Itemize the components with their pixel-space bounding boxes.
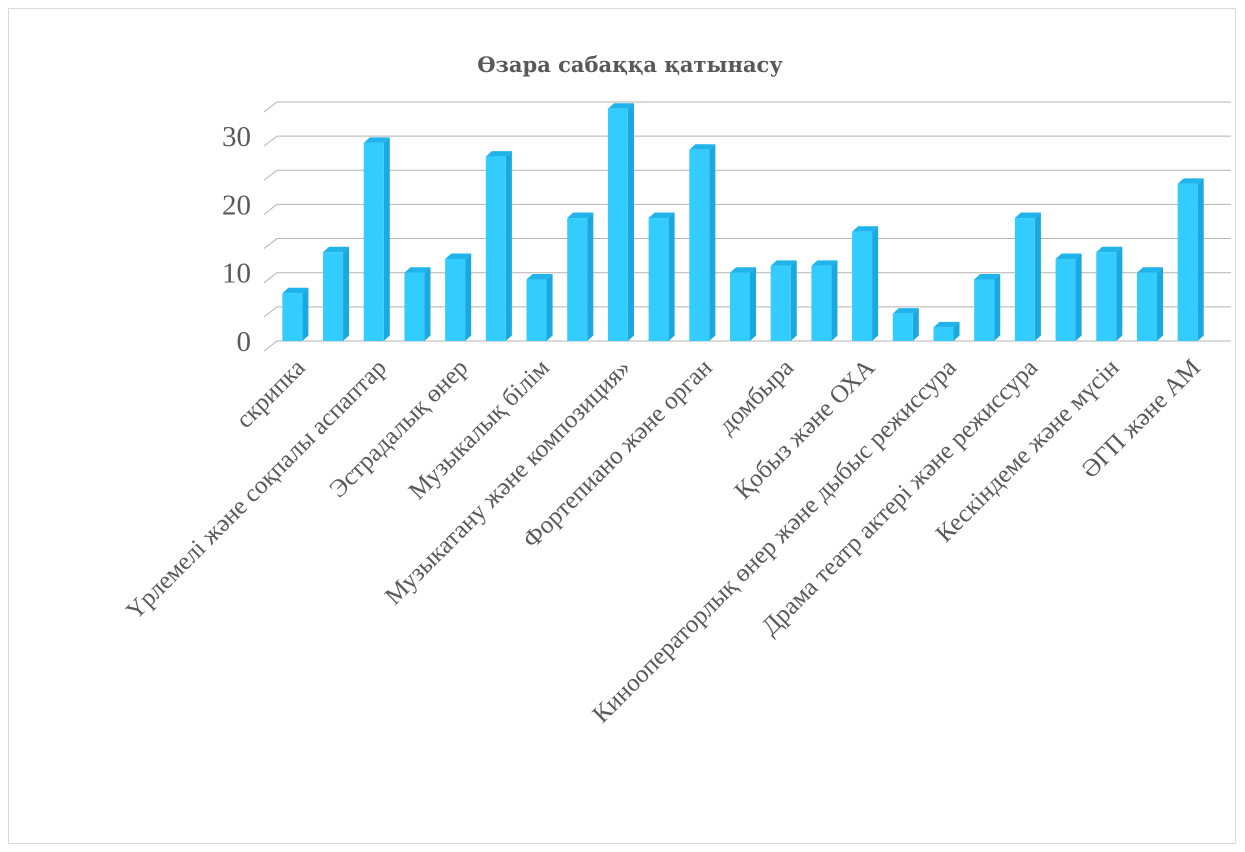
chart-title: Өзара сабаққа қатынасу bbox=[477, 52, 783, 77]
x-tick-label: домбыра bbox=[714, 354, 799, 439]
y-tick-label: 10 bbox=[222, 258, 251, 290]
bar bbox=[1177, 178, 1204, 341]
bar bbox=[363, 137, 390, 341]
y-tick-label: 0 bbox=[237, 326, 252, 358]
chart-frame: Өзара сабаққа қатынасу 0 10 20 30 скрипка Үр… bbox=[8, 8, 1236, 844]
bar bbox=[892, 308, 919, 341]
gridline bbox=[263, 203, 1231, 215]
x-tick-label: скрипка bbox=[231, 354, 310, 433]
gridline bbox=[263, 101, 1231, 113]
bar bbox=[730, 267, 757, 341]
bar bbox=[811, 260, 838, 341]
bar bbox=[1055, 253, 1082, 341]
bar bbox=[648, 212, 675, 341]
bar bbox=[282, 287, 309, 341]
gridline bbox=[263, 306, 1231, 318]
gridline bbox=[263, 272, 1231, 284]
bar bbox=[770, 260, 797, 341]
bar bbox=[323, 246, 350, 341]
bar bbox=[607, 103, 634, 341]
x-tick-label: Музыкалық білім bbox=[404, 354, 555, 505]
bar bbox=[445, 253, 472, 341]
bar bbox=[1136, 267, 1164, 341]
bars bbox=[282, 103, 1204, 341]
gridline bbox=[263, 340, 1231, 352]
bar bbox=[852, 226, 879, 341]
y-axis-ticks: 0 10 20 30 bbox=[222, 121, 251, 358]
bar bbox=[526, 274, 553, 341]
bar bbox=[567, 212, 594, 341]
bar bbox=[689, 144, 716, 341]
bar bbox=[485, 151, 512, 341]
y-tick-label: 30 bbox=[222, 121, 251, 153]
x-tick-label: Қобыз және ОХА bbox=[730, 354, 881, 505]
bar bbox=[1096, 246, 1123, 341]
gridlines bbox=[263, 101, 1231, 352]
gridline bbox=[263, 238, 1231, 249]
bar bbox=[1014, 212, 1041, 341]
chart: Өзара сабаққа қатынасу 0 10 20 30 скрипкаҮр… bbox=[121, 52, 1231, 728]
gridline bbox=[263, 135, 1231, 147]
gridline bbox=[263, 169, 1231, 181]
y-tick-label: 20 bbox=[222, 189, 251, 221]
x-tick-label: Эстрадалық өнер bbox=[324, 354, 473, 503]
bar bbox=[933, 321, 960, 341]
bar bbox=[974, 274, 1001, 341]
bar bbox=[404, 267, 431, 341]
